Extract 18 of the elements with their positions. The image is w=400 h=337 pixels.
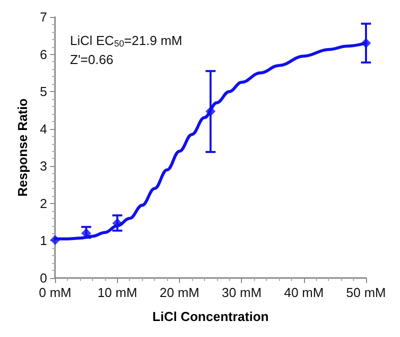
x-tick-label: 30 mM (222, 285, 262, 300)
x-tick-label: 40 mM (284, 285, 324, 300)
y-tick-label: 0 (40, 270, 48, 286)
x-tick-label: 50 mM (346, 285, 386, 300)
y-tick-label: 6 (40, 46, 48, 62)
point (50, 234, 60, 245)
y-tick-label: 5 (40, 84, 48, 100)
x-tick-label: 20 mM (160, 285, 200, 300)
y-tick-label: 2 (40, 196, 48, 211)
annotation: Z'=0.66 (70, 52, 114, 67)
x-tick-label: 0 mM (38, 285, 72, 300)
y-axis-title: Response Ratio (15, 98, 30, 197)
y-tick-label: 4 (40, 121, 48, 136)
x-tick-label: 10 mM (97, 285, 138, 300)
y-tick-label: 1 (40, 233, 48, 248)
y-tick-label: 7 (40, 10, 48, 24)
y-tick-label: 3 (40, 158, 48, 174)
x-axis-title: LiCl Concentration (152, 309, 269, 324)
